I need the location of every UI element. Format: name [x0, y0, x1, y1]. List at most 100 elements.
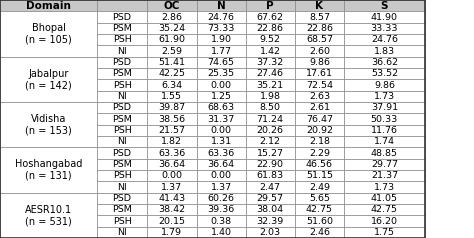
Bar [0, 57, 97, 102]
Bar [147, 45, 197, 57]
Bar [97, 227, 147, 238]
Text: 61.83: 61.83 [256, 171, 284, 180]
Text: 2.59: 2.59 [161, 46, 182, 55]
Bar [344, 79, 425, 91]
Bar [97, 193, 147, 204]
Bar [344, 68, 425, 79]
Text: PSH: PSH [113, 126, 131, 135]
Bar [147, 57, 197, 68]
Text: 15.27: 15.27 [257, 149, 283, 158]
Text: 20.92: 20.92 [306, 126, 333, 135]
Text: 41.05: 41.05 [371, 194, 398, 203]
Bar [147, 91, 197, 102]
Bar [147, 23, 197, 34]
Text: 42.75: 42.75 [371, 205, 398, 214]
Text: 61.90: 61.90 [158, 35, 185, 44]
Text: 22.90: 22.90 [257, 160, 283, 169]
Text: 0.00: 0.00 [210, 126, 232, 135]
Text: 2.63: 2.63 [309, 92, 330, 101]
Text: 2.18: 2.18 [309, 137, 330, 146]
Bar [295, 23, 344, 34]
Bar [246, 159, 295, 170]
Text: PSM: PSM [112, 160, 132, 169]
Bar [147, 147, 197, 159]
Text: P: P [266, 1, 274, 11]
Bar [197, 147, 246, 159]
Text: 27.46: 27.46 [257, 69, 283, 78]
Bar [147, 0, 197, 11]
Text: 35.21: 35.21 [256, 80, 284, 89]
Bar [295, 79, 344, 91]
Bar [147, 34, 197, 45]
Bar [97, 102, 147, 113]
Text: 29.57: 29.57 [257, 194, 283, 203]
Bar [246, 91, 295, 102]
Bar [344, 34, 425, 45]
Text: Jabalpur
(n = 142): Jabalpur (n = 142) [25, 69, 72, 90]
Text: 25.35: 25.35 [208, 69, 235, 78]
Text: OC: OC [164, 1, 180, 11]
Bar [197, 136, 246, 147]
Bar [147, 136, 197, 147]
Bar [295, 159, 344, 170]
Text: 6.34: 6.34 [161, 80, 182, 89]
Text: 37.32: 37.32 [256, 58, 284, 67]
Text: 36.64: 36.64 [158, 160, 185, 169]
Bar [344, 147, 425, 159]
Bar [97, 34, 147, 45]
Text: 37.91: 37.91 [371, 103, 398, 112]
Text: 1.73: 1.73 [374, 92, 395, 101]
Text: AESR10.1
(n = 531): AESR10.1 (n = 531) [25, 204, 72, 226]
Bar [97, 147, 147, 159]
Bar [344, 11, 425, 23]
Bar [246, 34, 295, 45]
Text: 1.79: 1.79 [161, 228, 182, 237]
Bar [246, 227, 295, 238]
Bar [295, 91, 344, 102]
Bar [97, 45, 147, 57]
Text: 11.76: 11.76 [371, 126, 398, 135]
Bar [246, 125, 295, 136]
Text: 1.42: 1.42 [260, 46, 281, 55]
Text: PSH: PSH [113, 217, 131, 225]
Text: 9.86: 9.86 [309, 58, 330, 67]
Text: 35.24: 35.24 [158, 24, 185, 33]
Bar [197, 79, 246, 91]
Text: 76.47: 76.47 [306, 114, 333, 124]
Text: 42.75: 42.75 [306, 205, 333, 214]
Text: 2.47: 2.47 [260, 183, 281, 192]
Bar [97, 91, 147, 102]
Text: 41.43: 41.43 [158, 194, 185, 203]
Text: PSD: PSD [112, 194, 132, 203]
Text: 22.86: 22.86 [257, 24, 283, 33]
Text: 67.62: 67.62 [257, 13, 283, 21]
Bar [147, 159, 197, 170]
Bar [344, 57, 425, 68]
Bar [246, 193, 295, 204]
Bar [246, 45, 295, 57]
Bar [147, 181, 197, 193]
Bar [97, 136, 147, 147]
Text: 1.90: 1.90 [210, 35, 232, 44]
Bar [197, 23, 246, 34]
Text: 1.37: 1.37 [210, 183, 232, 192]
Text: 2.12: 2.12 [260, 137, 281, 146]
Bar [147, 113, 197, 125]
Bar [147, 68, 197, 79]
Bar [246, 147, 295, 159]
Text: 46.56: 46.56 [306, 160, 333, 169]
Bar [246, 0, 295, 11]
Bar [246, 113, 295, 125]
Bar [246, 11, 295, 23]
Text: 0.00: 0.00 [210, 171, 232, 180]
Text: 60.26: 60.26 [208, 194, 235, 203]
Text: PSM: PSM [112, 114, 132, 124]
Bar [197, 159, 246, 170]
Bar [197, 113, 246, 125]
Bar [295, 170, 344, 181]
Text: 16.20: 16.20 [371, 217, 398, 225]
Text: NI: NI [117, 137, 127, 146]
Text: 1.98: 1.98 [260, 92, 281, 101]
Text: 20.15: 20.15 [158, 217, 185, 225]
Bar [246, 181, 295, 193]
